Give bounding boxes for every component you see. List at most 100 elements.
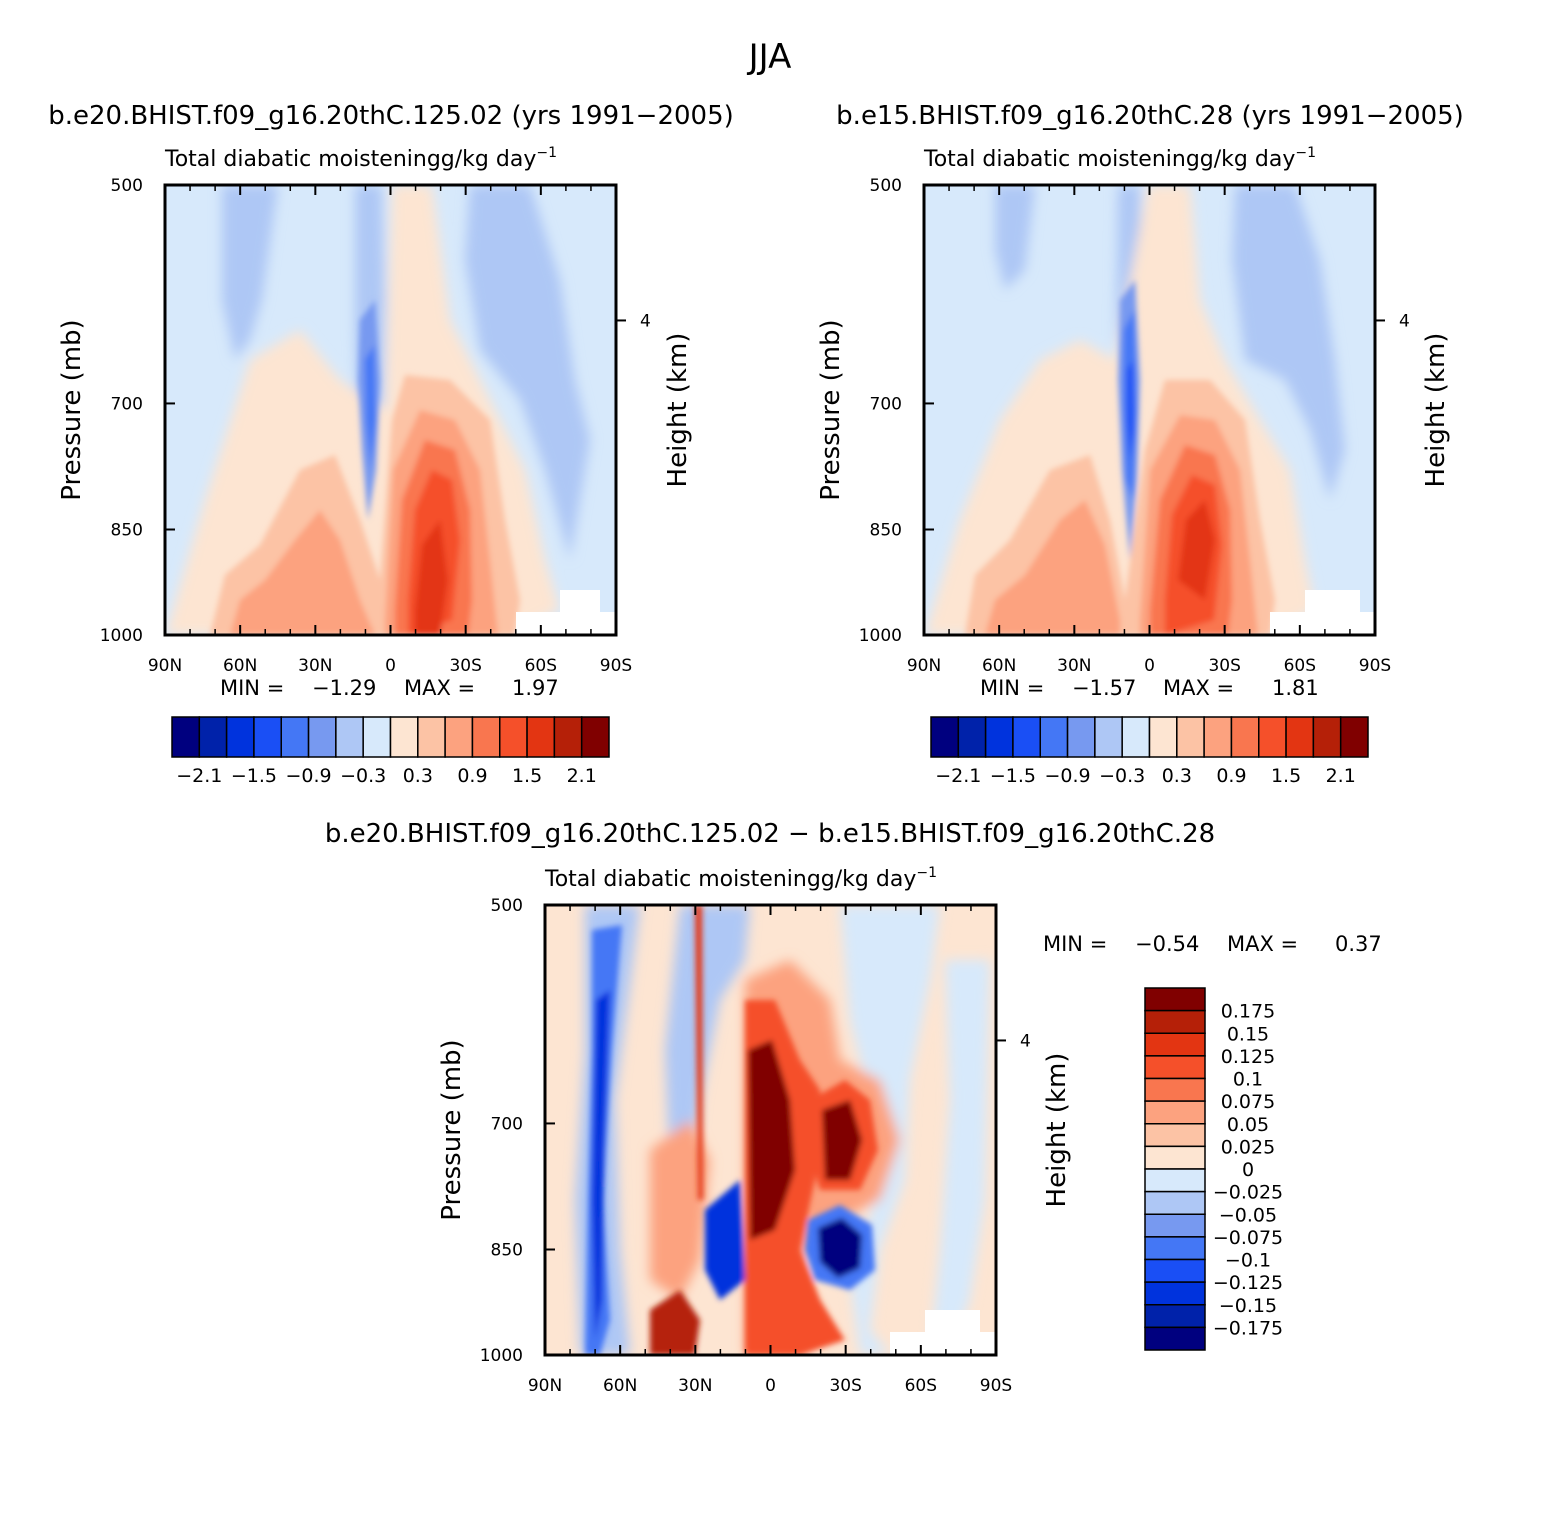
y-axis-label: Pressure (mb): [437, 1039, 467, 1220]
y-axis-label-right: Height (km): [663, 333, 693, 488]
panel-3-contour-fill: [822, 1100, 862, 1180]
colorbar-label: −0.05: [1219, 1204, 1277, 1226]
colorbar-swatch: [1144, 1055, 1206, 1080]
colorbar-label: 0.9: [457, 765, 487, 787]
panel-2-max-value: 1.81: [1272, 676, 1319, 700]
x-tick-label: 60N: [982, 656, 1016, 676]
panel-1-contour-field: [165, 185, 616, 635]
colorbar-swatch: [1144, 1213, 1206, 1238]
panel-3-axes: 90N 60N 30N 0 30S 60S 90S 500 700 850 1000 4 Pressur…: [437, 896, 1072, 1396]
colorbar-swatch: [930, 716, 960, 758]
colorbar-swatch: [1066, 716, 1096, 758]
x-tick-label: 90N: [528, 1376, 562, 1396]
colorbar-swatch: [417, 716, 446, 758]
colorbar-label: −0.175: [1213, 1317, 1283, 1339]
colorbar-label: −1.5: [990, 765, 1036, 787]
panel-3-max-label: MAX =: [1227, 932, 1298, 956]
panel-1-subtitle-main: Total diabatic moistening: [164, 147, 441, 172]
colorbar-swatch: [1148, 716, 1178, 758]
colorbar-label: 0.125: [1221, 1046, 1275, 1068]
x-tick-label: 60N: [603, 1376, 637, 1396]
panel-2-contour-fill: [995, 185, 1035, 290]
y-axis-label-right: Height (km): [1042, 1053, 1072, 1208]
panel-3-contour-fill: [818, 1218, 862, 1278]
colorbar-swatch: [553, 716, 583, 758]
panel-3-contour-fill: [705, 1180, 745, 1300]
colorbar-swatch: [1312, 716, 1342, 758]
colorbar-label: −0.1: [1225, 1250, 1271, 1272]
colorbar-swatch: [1144, 1077, 1206, 1102]
panel-3-contour-fill: [930, 960, 990, 1355]
colorbar-label: −0.9: [285, 765, 331, 787]
height-tick-label: 4: [640, 311, 651, 331]
x-tick-label: 0: [765, 1376, 776, 1396]
colorbar-swatch: [1144, 1123, 1206, 1148]
colorbar-swatch: [1144, 1236, 1206, 1261]
x-tick-label: 30S: [449, 656, 481, 676]
colorbar-label: 0.075: [1221, 1091, 1275, 1113]
colorbar-swatch: [1039, 716, 1069, 758]
panel-3: b.e20.BHIST.f09_g16.20thC.125.02 − b.e15…: [325, 819, 1382, 1396]
x-tick-label: 90N: [907, 656, 941, 676]
panel-3-min-value: −0.54: [1135, 932, 1199, 956]
panel-3-min-label: MIN =: [1043, 932, 1107, 956]
panel-3-missing-data: [925, 1310, 980, 1332]
colorbar-swatch: [1144, 1304, 1206, 1329]
colorbar-swatch: [198, 716, 228, 758]
colorbar-label: 2.1: [567, 765, 597, 787]
colorbar-swatch: [1144, 1145, 1206, 1170]
panel-2-missing-data: [1270, 612, 1375, 635]
colorbar-swatch: [1144, 1168, 1206, 1193]
colorbar-swatch: [526, 716, 556, 758]
panel-1-min-label: MIN =: [220, 676, 284, 700]
colorbar-swatch: [1121, 716, 1151, 758]
colorbar-swatch: [280, 716, 310, 758]
panel-2: b.e15.BHIST.f09_g16.20thC.28 (yrs 1991−2…: [816, 101, 1464, 787]
panel-3-units-exponent: −1: [916, 865, 937, 881]
colorbar-label: 1.5: [512, 765, 542, 787]
colorbar-label: −0.9: [1044, 765, 1090, 787]
panel-1-max-label: MAX =: [404, 676, 475, 700]
y-tick-label: 1000: [859, 626, 902, 646]
panel-1-units: g/kg day: [441, 147, 537, 172]
colorbar-swatch: [362, 716, 392, 758]
panel-1-contour-fill: [365, 345, 376, 470]
colorbar-swatch: [499, 716, 528, 758]
y-tick-label: 850: [111, 520, 143, 540]
panel-1-axes: 90N 60N 30N 0 30S 60S 90S 500 700 850 1000 4 Pressur…: [57, 176, 693, 676]
x-tick-label: 60S: [1284, 656, 1316, 676]
colorbar-swatch: [580, 716, 610, 758]
panel-2-min-label: MIN =: [980, 676, 1044, 700]
height-tick-label: 4: [1399, 311, 1410, 331]
panel-2-units: g/kg day: [1200, 147, 1296, 172]
panel-2-min-value: −1.57: [1072, 676, 1136, 700]
colorbar-label: 0.15: [1227, 1023, 1269, 1045]
y-axis-label: Pressure (mb): [57, 319, 87, 500]
colorbar-swatch: [253, 716, 282, 758]
colorbar-label: 2.1: [1326, 765, 1356, 787]
colorbar-swatch: [225, 716, 255, 758]
colorbar-swatch: [444, 716, 474, 758]
colorbar-label: 0.3: [403, 765, 433, 787]
panel-1-max-value: 1.97: [512, 676, 559, 700]
colorbar-swatch: [171, 716, 201, 758]
panel-3-missing-data: [890, 1332, 996, 1355]
panel-1-min-value: −1.29: [312, 676, 376, 700]
colorbar-swatch: [1144, 1009, 1206, 1034]
panel-2-contour-field: [924, 185, 1375, 635]
colorbar-label: −0.3: [340, 765, 386, 787]
x-tick-label: 90S: [600, 656, 632, 676]
panel-2-subtitle-main: Total diabatic moistening: [923, 147, 1200, 172]
panel-3-units: g/kg day: [821, 867, 917, 892]
x-tick-label: 90S: [980, 1376, 1012, 1396]
panel-1-contour-fill: [415, 520, 448, 635]
panel-3-max-value: 0.37: [1335, 932, 1382, 956]
colorbar-swatch: [1012, 716, 1041, 758]
panel-1-missing-data: [560, 590, 600, 612]
panel-3-subtitle: Total diabatic moisteningg/kg day−1: [544, 865, 937, 892]
y-tick-label: 1000: [480, 1346, 523, 1366]
colorbar-label: 0.9: [1216, 765, 1246, 787]
panel-3-contour-fill: [650, 1290, 700, 1355]
panel-2-missing-data: [1305, 590, 1360, 612]
